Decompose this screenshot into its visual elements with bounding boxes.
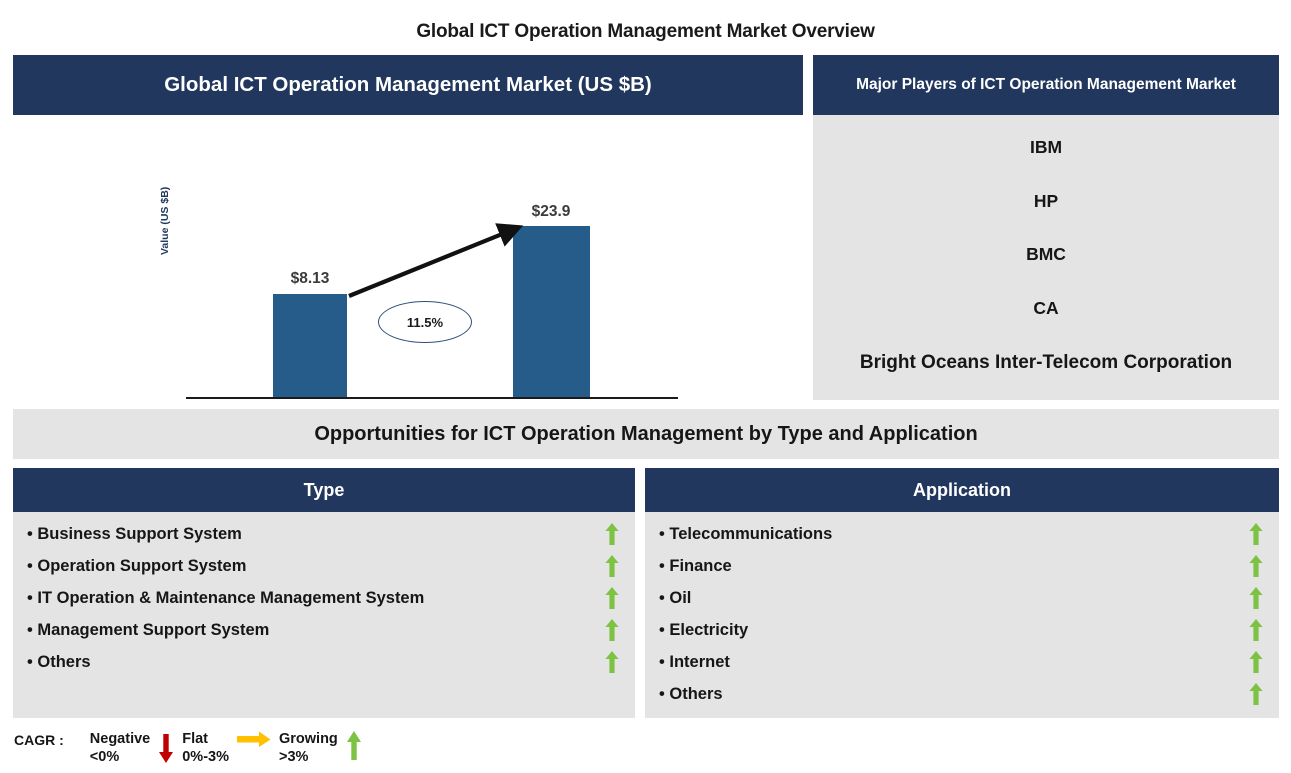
top-row: Global ICT Operation Management Market (…	[13, 55, 1279, 509]
up-arrow-icon	[1249, 555, 1263, 577]
list-item: • Business Support System	[27, 518, 623, 550]
cagr-legend: CAGR : Negative <0% Flat 0%-3% Growing >…	[14, 730, 370, 770]
type-column-header: Type	[13, 468, 635, 512]
legend-growing-text: Growing >3%	[279, 730, 338, 766]
list-item: • Electricity	[659, 614, 1267, 646]
type-list: • Business Support System • Operation Su…	[13, 512, 635, 718]
bar-chart: Value (US $B) $8.13 $23.9	[13, 115, 803, 423]
application-list: • Telecommunications • Finance • Oil • E…	[645, 512, 1279, 718]
chart-x-axis-line	[186, 397, 678, 399]
up-arrow-icon	[1249, 587, 1263, 609]
up-arrow-icon	[1249, 619, 1263, 641]
legend-growing-name: Growing	[278, 731, 338, 747]
right-arrow-icon	[236, 731, 271, 747]
legend-negative-text: Negative <0%	[90, 730, 150, 766]
list-item: • Others	[659, 678, 1267, 710]
up-arrow-icon	[1249, 523, 1263, 545]
legend-negative-name: Negative	[89, 731, 151, 747]
list-item: HP	[1033, 190, 1059, 211]
list-item: • Others	[27, 646, 623, 678]
bar-2035	[513, 226, 590, 397]
page-title: Global ICT Operation Management Market O…	[416, 21, 875, 42]
list-item: BMC	[1026, 244, 1066, 265]
legend-flat-text: Flat 0%-3%	[182, 730, 229, 766]
up-arrow-icon	[605, 651, 619, 673]
legend-negative-range: <0%	[89, 749, 120, 766]
column-divider	[635, 468, 645, 718]
growth-arrow-icon	[348, 223, 524, 298]
list-item-label: • IT Operation & Maintenance Management …	[27, 588, 425, 607]
major-players-panel: Major Players of ICT Operation Managemen…	[813, 55, 1279, 400]
legend-item-negative: Negative <0%	[90, 730, 174, 766]
up-arrow-icon	[1249, 683, 1263, 705]
market-panel-body: Value (US $B) $8.13 $23.9	[13, 115, 803, 509]
list-item-label: • Operation Support System	[27, 556, 247, 575]
opportunities-columns: Type • Business Support System • Operati…	[13, 468, 1279, 718]
market-panel-header: Global ICT Operation Management Market (…	[13, 55, 803, 115]
list-item-label: • Others	[659, 684, 723, 703]
up-arrow-icon	[605, 555, 619, 577]
list-item-label: • Electricity	[659, 620, 749, 639]
players-panel-header: Major Players of ICT Operation Managemen…	[813, 55, 1279, 115]
up-arrow-icon	[346, 731, 361, 760]
list-item: • Finance	[659, 550, 1267, 582]
chart-y-axis-label: Value (US $B)	[159, 186, 171, 255]
list-item-label: • Finance	[659, 556, 732, 575]
list-item-label: • Business Support System	[27, 524, 242, 543]
bar-2026	[273, 294, 347, 397]
up-arrow-icon	[605, 523, 619, 545]
cagr-legend-title: CAGR :	[14, 732, 64, 748]
legend-item-flat: Flat 0%-3%	[182, 730, 271, 766]
list-item-label: • Management Support System	[27, 620, 270, 639]
legend-growing-range: >3%	[278, 749, 309, 766]
legend-item-growing: Growing >3%	[279, 730, 362, 766]
list-item: Bright Oceans Inter-Telecom Corporation	[859, 351, 1233, 373]
legend-flat-name: Flat	[182, 731, 209, 747]
cagr-bubble: 11.5%	[378, 301, 472, 343]
panel-divider	[803, 55, 813, 400]
list-item: • Telecommunications	[659, 518, 1267, 550]
list-item: • Operation Support System	[27, 550, 623, 582]
opportunities-band-title: Opportunities for ICT Operation Manageme…	[13, 409, 1279, 459]
players-list: IBM HP BMC CA Bright Oceans Inter-Teleco…	[813, 115, 1279, 400]
list-item: • Oil	[659, 582, 1267, 614]
list-item: • IT Operation & Maintenance Management …	[27, 582, 623, 614]
up-arrow-icon	[605, 619, 619, 641]
list-item-label: • Oil	[659, 588, 692, 607]
application-column: Application • Telecommunications • Finan…	[645, 468, 1279, 718]
list-item-label: • Others	[27, 652, 91, 671]
bar-value-label-2035: $23.9	[531, 203, 571, 220]
up-arrow-icon	[1249, 651, 1263, 673]
list-item: • Management Support System	[27, 614, 623, 646]
down-arrow-icon	[159, 734, 174, 763]
bar-value-label-2026: $8.13	[290, 270, 330, 287]
market-chart-panel: Global ICT Operation Management Market (…	[13, 55, 803, 509]
up-arrow-icon	[605, 587, 619, 609]
list-item-label: • Telecommunications	[659, 524, 833, 543]
legend-flat-range: 0%-3%	[182, 749, 229, 766]
application-column-header: Application	[645, 468, 1279, 512]
list-item: IBM	[1029, 137, 1063, 158]
type-column: Type • Business Support System • Operati…	[13, 468, 635, 718]
list-item-label: • Internet	[659, 652, 730, 671]
list-item: CA	[1033, 298, 1059, 319]
list-item: • Internet	[659, 646, 1267, 678]
